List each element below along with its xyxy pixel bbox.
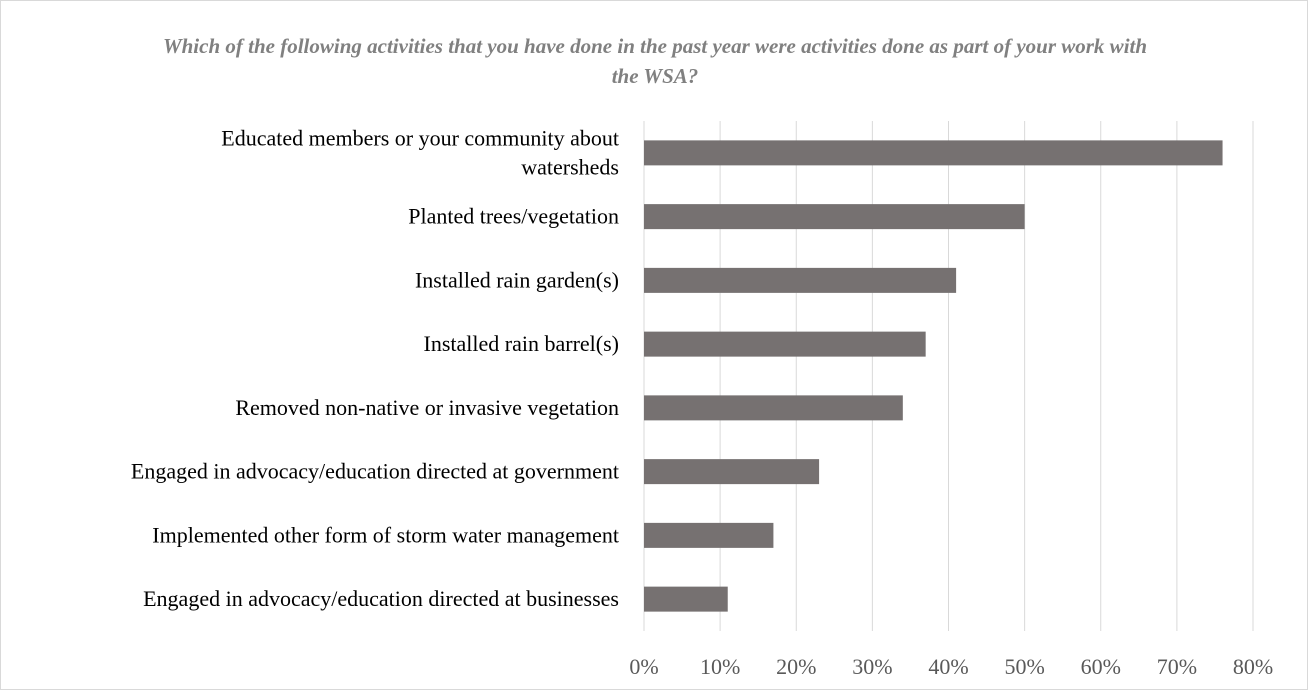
x-tick-label: 0% bbox=[629, 654, 658, 679]
x-tick-label: 70% bbox=[1157, 654, 1197, 679]
x-tick-label: 60% bbox=[1081, 654, 1121, 679]
bar bbox=[644, 267, 957, 293]
category-label: Educated members or your community about bbox=[221, 125, 619, 150]
bar bbox=[644, 140, 1223, 166]
category-label: Installed rain garden(s) bbox=[415, 267, 619, 292]
category-label: Engaged in advocacy/education directed a… bbox=[143, 586, 619, 611]
x-tick-label: 80% bbox=[1233, 654, 1273, 679]
bar bbox=[644, 395, 903, 421]
category-label: Engaged in advocacy/education directed a… bbox=[131, 459, 619, 484]
gridlines bbox=[643, 121, 1254, 631]
x-tick-label: 50% bbox=[1004, 654, 1044, 679]
bar bbox=[644, 331, 926, 357]
x-tick-label: 20% bbox=[776, 654, 816, 679]
bar bbox=[644, 204, 1025, 230]
x-tick-label: 40% bbox=[928, 654, 968, 679]
category-label: Installed rain barrel(s) bbox=[424, 331, 619, 356]
bars bbox=[644, 140, 1223, 612]
category-labels: Educated members or your community about… bbox=[131, 125, 619, 611]
category-label: watersheds bbox=[521, 154, 619, 179]
chart-title: Which of the following activities that y… bbox=[162, 34, 1148, 88]
x-tick-label: 30% bbox=[852, 654, 892, 679]
category-label: Planted trees/vegetation bbox=[408, 204, 619, 229]
bar bbox=[644, 586, 728, 612]
bar bbox=[644, 522, 774, 548]
category-label: Removed non-native or invasive vegetatio… bbox=[235, 395, 619, 420]
bar bbox=[644, 459, 820, 485]
x-tick-label: 10% bbox=[700, 654, 740, 679]
x-axis-tick-labels: 0% 10% 20% 30% 40% 50% 60% 70% 80% bbox=[629, 654, 1273, 679]
category-label: Implemented other form of storm water ma… bbox=[152, 522, 619, 547]
